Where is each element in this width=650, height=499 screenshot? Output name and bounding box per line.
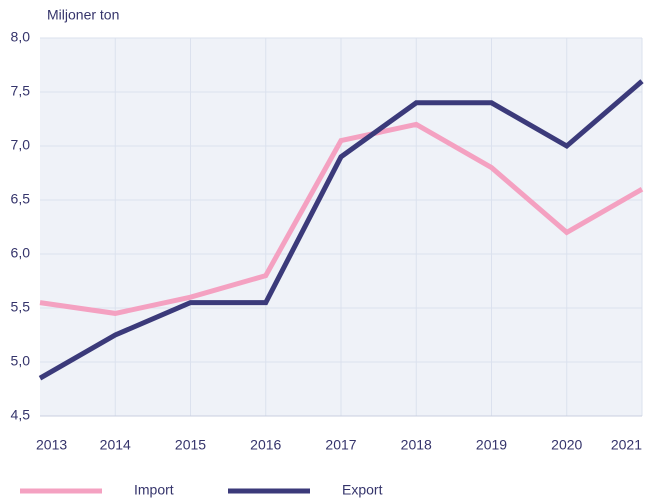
y-tick-label: 8,0: [11, 29, 31, 45]
y-tick-label: 5,5: [11, 299, 31, 315]
y-axis-label: Miljoner ton: [47, 7, 119, 23]
line-series: [39, 121, 644, 316]
x-tick-label: 2020: [551, 437, 582, 453]
line-series: [38, 79, 644, 381]
x-tick-label: 2015: [175, 437, 206, 453]
x-tick-label: 2013: [36, 437, 67, 453]
y-tick-label: 6,5: [11, 191, 31, 207]
x-tick-label: 2017: [325, 437, 356, 453]
y-tick-label: 7,0: [11, 137, 31, 153]
y-tick-label: 7,5: [11, 83, 31, 99]
y-tick-label: 4,5: [11, 407, 31, 423]
x-tick-label: 2016: [250, 437, 281, 453]
y-tick-label: 5,0: [11, 353, 31, 369]
x-tick-label: 2021: [611, 437, 642, 453]
x-tick-label: 2018: [401, 437, 432, 453]
y-tick-label: 6,0: [11, 245, 31, 261]
legend-label: Import: [134, 482, 174, 498]
x-tick-label: 2019: [476, 437, 507, 453]
legend-label: Export: [342, 482, 383, 498]
x-tick-label: 2014: [100, 437, 131, 453]
